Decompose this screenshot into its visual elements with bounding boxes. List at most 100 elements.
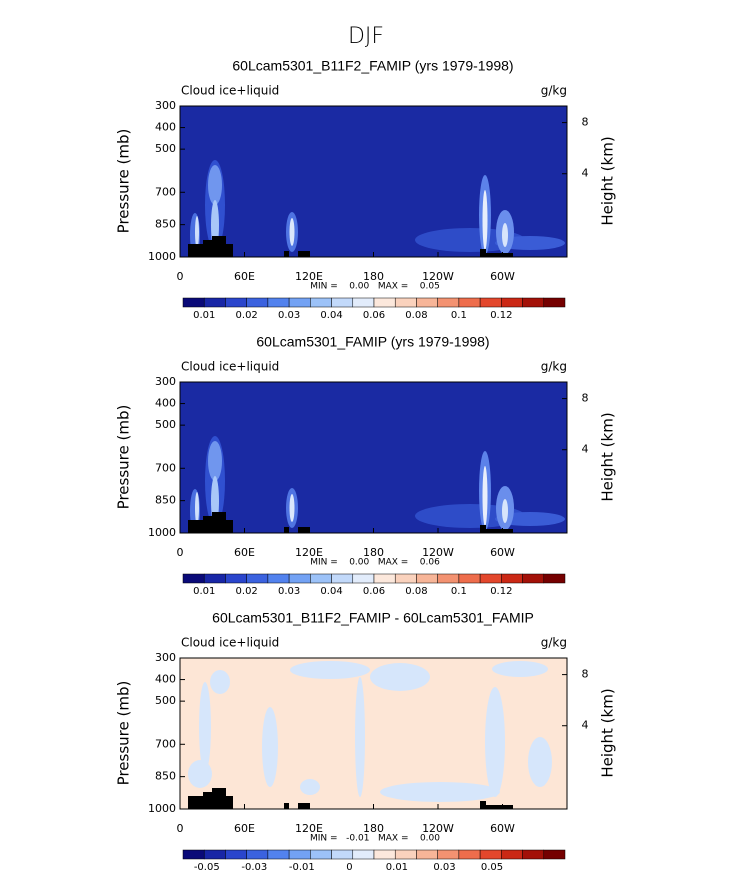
contour-region bbox=[482, 190, 488, 250]
units-label: g/kg bbox=[541, 84, 567, 98]
colorbar-label: 0.1 bbox=[451, 310, 467, 321]
topography bbox=[226, 244, 233, 257]
colorbar-box bbox=[352, 849, 375, 860]
colorbar-box bbox=[246, 849, 269, 860]
field bbox=[180, 106, 567, 257]
topography bbox=[188, 244, 203, 257]
colorbar-box bbox=[310, 297, 332, 308]
x-tick-label: 0 bbox=[177, 822, 184, 835]
y2-tick-label: 4 bbox=[582, 167, 589, 180]
colorbar-box bbox=[373, 849, 396, 860]
units-label: g/kg bbox=[541, 636, 567, 650]
colorbar-box bbox=[522, 849, 545, 860]
y-tick-label: 300 bbox=[155, 375, 176, 388]
x-tick-label: 60W bbox=[490, 822, 515, 835]
contour-region bbox=[485, 687, 505, 797]
colorbar-box bbox=[352, 297, 375, 308]
contour-region bbox=[528, 737, 552, 787]
x-tick-label: 60E bbox=[234, 822, 255, 835]
figure-title: DJF bbox=[348, 24, 384, 49]
colorbar-box bbox=[437, 573, 460, 584]
y2-tick-label: 8 bbox=[582, 116, 589, 129]
y-tick-label: 500 bbox=[155, 694, 176, 707]
units-label: g/kg bbox=[541, 360, 567, 374]
contour-region bbox=[208, 165, 222, 205]
colorbar-box bbox=[373, 573, 396, 584]
colorbar-box bbox=[479, 573, 502, 584]
colorbar-label: 0.02 bbox=[236, 310, 258, 321]
y-tick-label: 300 bbox=[155, 99, 176, 112]
colorbar-box bbox=[458, 573, 481, 584]
y-tick-label: 850 bbox=[155, 770, 176, 783]
colorbar-box bbox=[394, 849, 417, 860]
x-tick-label: 60W bbox=[490, 546, 515, 559]
contour-region bbox=[289, 218, 295, 246]
colorbar-label: 0.12 bbox=[490, 586, 512, 597]
topography bbox=[188, 520, 203, 533]
y-tick-label: 400 bbox=[155, 673, 176, 686]
colorbar-box bbox=[543, 573, 566, 584]
colorbar-box bbox=[203, 849, 226, 860]
topography bbox=[480, 801, 486, 809]
x-tick-label: 60E bbox=[234, 546, 255, 559]
colorbar-label: 0.02 bbox=[236, 586, 258, 597]
colorbar-box bbox=[394, 573, 417, 584]
panel: 60Lcam5301_B11F2_FAMIP - 60Lcam5301_FAMI… bbox=[115, 610, 617, 873]
colorbar-box bbox=[267, 849, 290, 860]
y-tick-label: 1000 bbox=[148, 526, 176, 539]
panel-title: 60Lcam5301_B11F2_FAMIP (yrs 1979-1998) bbox=[232, 58, 513, 74]
contour-region bbox=[355, 677, 365, 797]
topography bbox=[284, 803, 289, 809]
panel-title: 60Lcam5301_FAMIP (yrs 1979-1998) bbox=[256, 334, 489, 350]
x-tick-label: 180 bbox=[363, 822, 384, 835]
y-tick-label: 700 bbox=[155, 185, 176, 198]
variable-label: Cloud ice+liquid bbox=[181, 84, 279, 98]
colorbar-box bbox=[458, 297, 481, 308]
colorbar-box bbox=[182, 297, 205, 308]
colorbar-box bbox=[522, 297, 545, 308]
colorbar-box bbox=[225, 297, 247, 308]
y-tick-label: 300 bbox=[155, 651, 176, 664]
min-max: MIN = 0.00 MAX = 0.05 bbox=[310, 282, 440, 292]
x-tick-label: 120W bbox=[422, 270, 454, 283]
y2-axis-label: Height (km) bbox=[599, 412, 617, 501]
colorbar-box bbox=[458, 849, 481, 860]
panel: 60Lcam5301_FAMIP (yrs 1979-1998) Cloud ic… bbox=[115, 334, 617, 597]
topography bbox=[298, 803, 310, 809]
colorbar-label: 0.03 bbox=[278, 586, 300, 597]
min-max: MIN = 0.00 MAX = 0.06 bbox=[310, 558, 440, 568]
colorbar-box bbox=[331, 573, 354, 584]
topography bbox=[226, 796, 233, 809]
colorbar-box bbox=[416, 573, 438, 584]
colorbar-box bbox=[288, 573, 311, 584]
colorbar-box bbox=[543, 297, 566, 308]
panel-title: 60Lcam5301_B11F2_FAMIP - 60Lcam5301_FAMI… bbox=[212, 610, 534, 626]
y2-axis-label: Height (km) bbox=[599, 136, 617, 225]
x-tick-label: 120E bbox=[295, 270, 323, 283]
x-tick-label: 180 bbox=[363, 270, 384, 283]
colorbar-label: 0.1 bbox=[451, 586, 467, 597]
colorbar-label: -0.01 bbox=[289, 862, 315, 873]
colorbar-box bbox=[501, 573, 523, 584]
y-axis-label: Pressure (mb) bbox=[115, 405, 133, 510]
topography bbox=[203, 240, 212, 257]
colorbar-label: 0.06 bbox=[363, 586, 385, 597]
field bbox=[180, 382, 567, 533]
colorbar-box bbox=[543, 849, 566, 860]
contour-region bbox=[300, 779, 320, 795]
colorbar-label: 0.03 bbox=[278, 310, 300, 321]
contour-region bbox=[502, 499, 508, 523]
colorbar-box bbox=[501, 297, 523, 308]
contour-region bbox=[210, 670, 230, 694]
colorbar-box bbox=[225, 849, 247, 860]
contour-region bbox=[188, 760, 212, 788]
colorbar-label: 0.04 bbox=[320, 310, 342, 321]
contour-region bbox=[290, 661, 370, 679]
colorbar-box bbox=[479, 849, 502, 860]
contour-region bbox=[208, 441, 222, 481]
y2-tick-label: 8 bbox=[582, 668, 589, 681]
y-axis-label: Pressure (mb) bbox=[115, 129, 133, 234]
y2-tick-label: 8 bbox=[582, 392, 589, 405]
colorbar-box bbox=[352, 573, 375, 584]
